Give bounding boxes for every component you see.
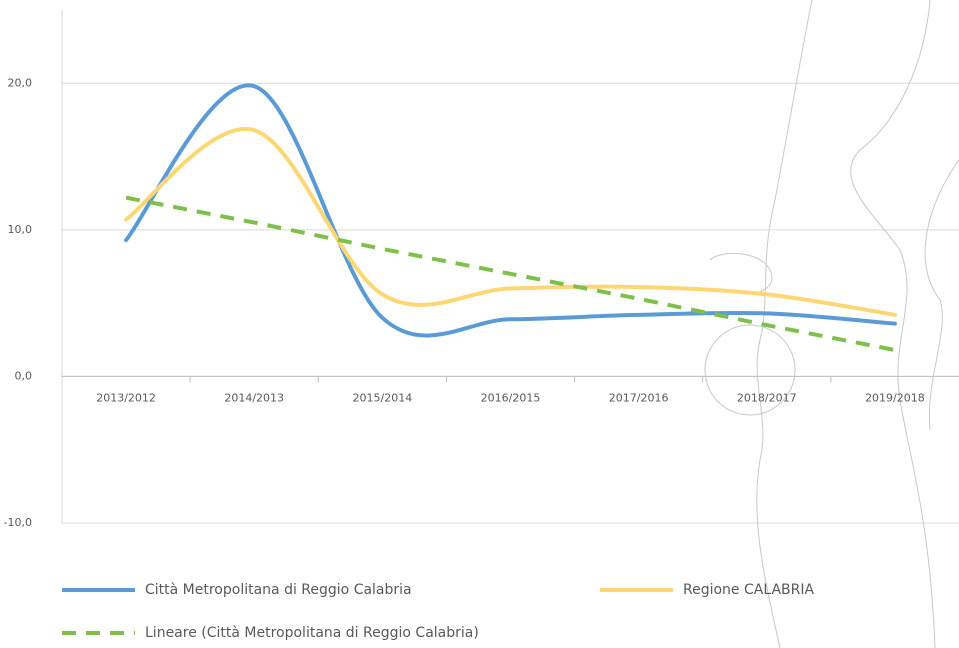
y-tick-label: 0,0 bbox=[15, 369, 33, 382]
series-line bbox=[125, 195, 896, 353]
y-tick-label: 20,0 bbox=[8, 76, 33, 89]
x-tick-label: 2013/2012 bbox=[96, 391, 156, 404]
x-tick-label: 2014/2013 bbox=[224, 391, 284, 404]
legend-label: Regione CALABRIA bbox=[683, 582, 815, 598]
x-tick-label: 2017/2016 bbox=[609, 391, 669, 404]
y-tick-label: -10,0 bbox=[4, 516, 32, 529]
x-tick-label: 2016/2015 bbox=[481, 391, 541, 404]
legend-label: Lineare (Città Metropolitana di Reggio C… bbox=[145, 625, 479, 641]
x-tick-label: 2015/2014 bbox=[353, 391, 413, 404]
x-tick-label: 2018/2017 bbox=[737, 391, 797, 404]
series-line bbox=[124, 83, 897, 338]
legend-label: Città Metropolitana di Reggio Calabria bbox=[145, 582, 412, 598]
x-tick-label: 2019/2018 bbox=[865, 391, 925, 404]
y-tick-label: 10,0 bbox=[8, 223, 33, 236]
background-map bbox=[704, 0, 959, 648]
series-line bbox=[124, 126, 897, 317]
